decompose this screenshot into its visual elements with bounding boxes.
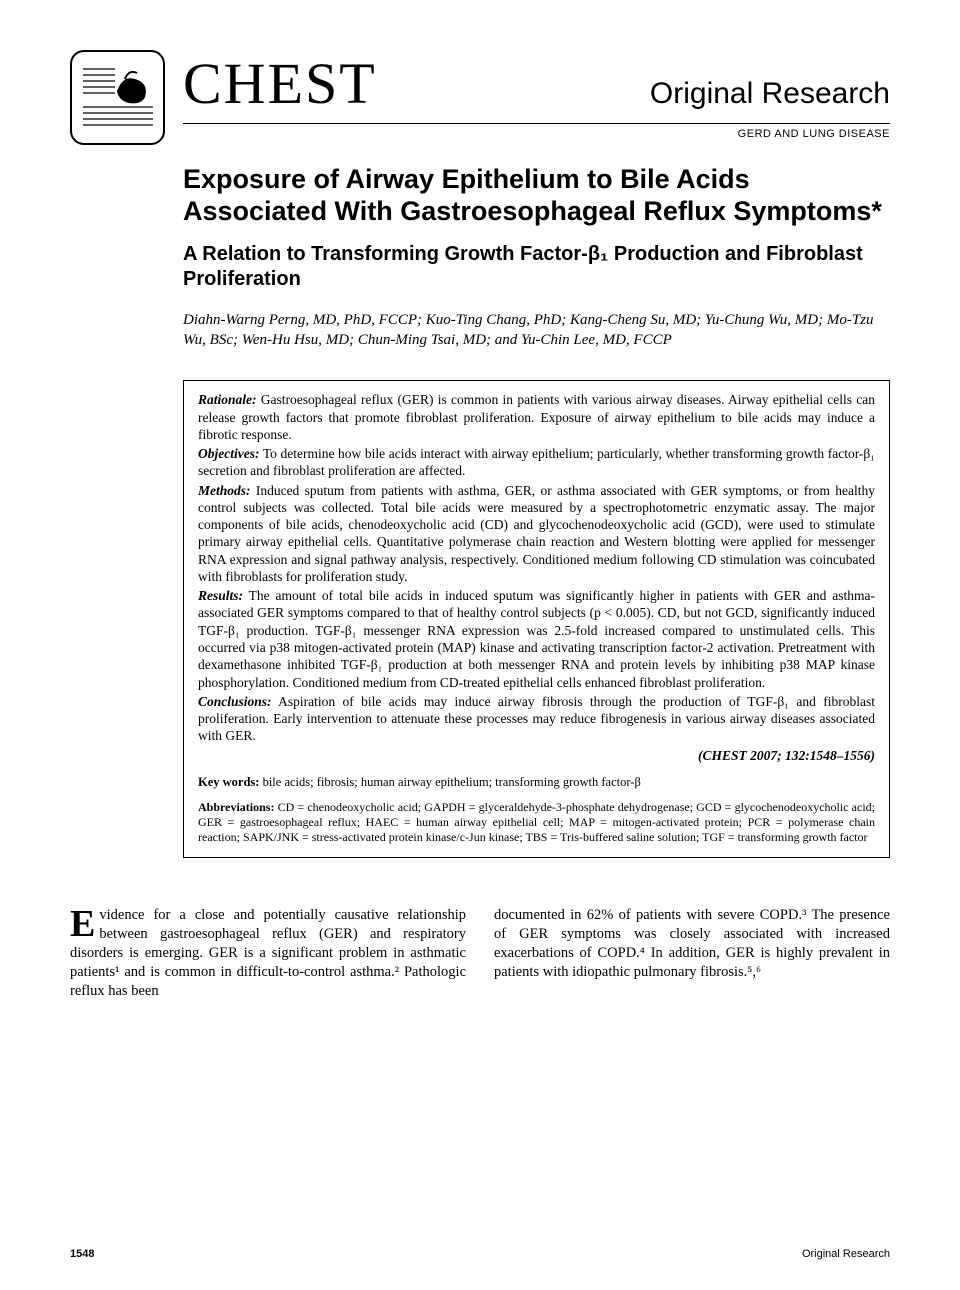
- keywords: Key words: bile acids; fibrosis; human a…: [198, 774, 875, 790]
- journal-logo: [70, 50, 165, 145]
- abbreviations: Abbreviations: CD = chenodeoxycholic aci…: [198, 800, 875, 845]
- keywords-text: bile acids; fibrosis; human airway epith…: [259, 775, 640, 789]
- methods-text: Induced sputum from patients with asthma…: [198, 483, 875, 584]
- abbreviations-label: Abbreviations:: [198, 800, 274, 814]
- results-label: Results:: [198, 588, 243, 603]
- article-subtitle: A Relation to Transforming Growth Factor…: [183, 242, 890, 292]
- abstract-results: Results: The amount of total bile acids …: [198, 587, 875, 691]
- conclusions-text: Aspiration of bile acids may induce airw…: [198, 694, 875, 744]
- page-header: CHEST Original Research GERD AND LUNG DI…: [70, 50, 890, 145]
- rationale-text: Gastroesophageal reflux (GER) is common …: [198, 392, 875, 442]
- section-title: Original Research: [650, 77, 890, 111]
- abstract-rationale: Rationale: Gastroesophageal reflux (GER)…: [198, 391, 875, 443]
- results-text: The amount of total bile acids in induce…: [198, 588, 875, 689]
- col1-text: vidence for a close and potentially caus…: [70, 907, 466, 1000]
- abstract-objectives: Objectives: To determine how bile acids …: [198, 445, 875, 480]
- dropcap: E: [70, 906, 99, 940]
- footer-label: Original Research: [802, 1248, 890, 1260]
- body-text: Evidence for a close and potentially cau…: [70, 906, 890, 1002]
- journal-name: CHEST: [183, 50, 650, 119]
- body-column-right: documented in 62% of patients with sever…: [494, 906, 890, 1002]
- objectives-label: Objectives:: [198, 446, 259, 461]
- keywords-label: Key words:: [198, 775, 259, 789]
- body-column-left: Evidence for a close and potentially cau…: [70, 906, 466, 1002]
- abstract-conclusions: Conclusions: Aspiration of bile acids ma…: [198, 693, 875, 745]
- authors: Diahn-Warng Perng, MD, PhD, FCCP; Kuo-Ti…: [183, 310, 890, 351]
- page-number: 1548: [70, 1248, 94, 1260]
- abstract-methods: Methods: Induced sputum from patients wi…: [198, 482, 875, 586]
- conclusions-label: Conclusions:: [198, 694, 272, 709]
- rationale-label: Rationale:: [198, 392, 257, 407]
- abbreviations-text: CD = chenodeoxycholic acid; GAPDH = glyc…: [198, 800, 875, 844]
- article-title: Exposure of Airway Epithelium to Bile Ac…: [183, 163, 890, 228]
- page-footer: 1548 Original Research: [70, 1248, 890, 1260]
- section-subtitle: GERD AND LUNG DISEASE: [183, 128, 890, 140]
- objectives-text: To determine how bile acids interact wit…: [198, 446, 875, 478]
- abstract-citation: (CHEST 2007; 132:1548–1556): [198, 747, 875, 764]
- methods-label: Methods:: [198, 483, 251, 498]
- title-area: Exposure of Airway Epithelium to Bile Ac…: [183, 163, 890, 858]
- col2-text: documented in 62% of patients with sever…: [494, 906, 890, 983]
- abstract-box: Rationale: Gastroesophageal reflux (GER)…: [183, 380, 890, 858]
